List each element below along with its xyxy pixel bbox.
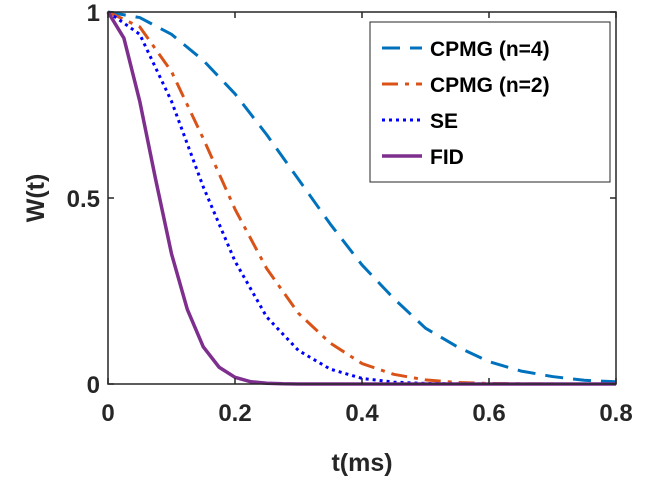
- y-tick-label: 0: [87, 372, 100, 399]
- y-tick-label: 1: [87, 0, 100, 27]
- x-tick-label: 0.8: [599, 400, 632, 427]
- x-tick-label: 0.6: [472, 400, 505, 427]
- legend-label-0: CPMG (n=4): [430, 38, 550, 61]
- series-line-0: [107, 10, 617, 384]
- x-tick-label: 0.4: [345, 400, 379, 427]
- y-tick-label: 0.5: [67, 186, 100, 213]
- legend-label-1: CPMG (n=2): [430, 74, 550, 97]
- axis-ticks: 0 0.2 0.4 0.6 0.8 0 0.5 1: [67, 0, 633, 427]
- legend: CPMG (n=4) CPMG (n=2) SE FID: [369, 21, 611, 183]
- x-tick-label: 0.2: [218, 400, 251, 427]
- legend-label-3: FID: [430, 146, 464, 169]
- x-tick-label: 0: [101, 400, 114, 427]
- legend-label-2: SE: [430, 110, 458, 133]
- x-axis-label: t(ms): [331, 449, 392, 477]
- y-axis-label: W(t): [22, 174, 50, 223]
